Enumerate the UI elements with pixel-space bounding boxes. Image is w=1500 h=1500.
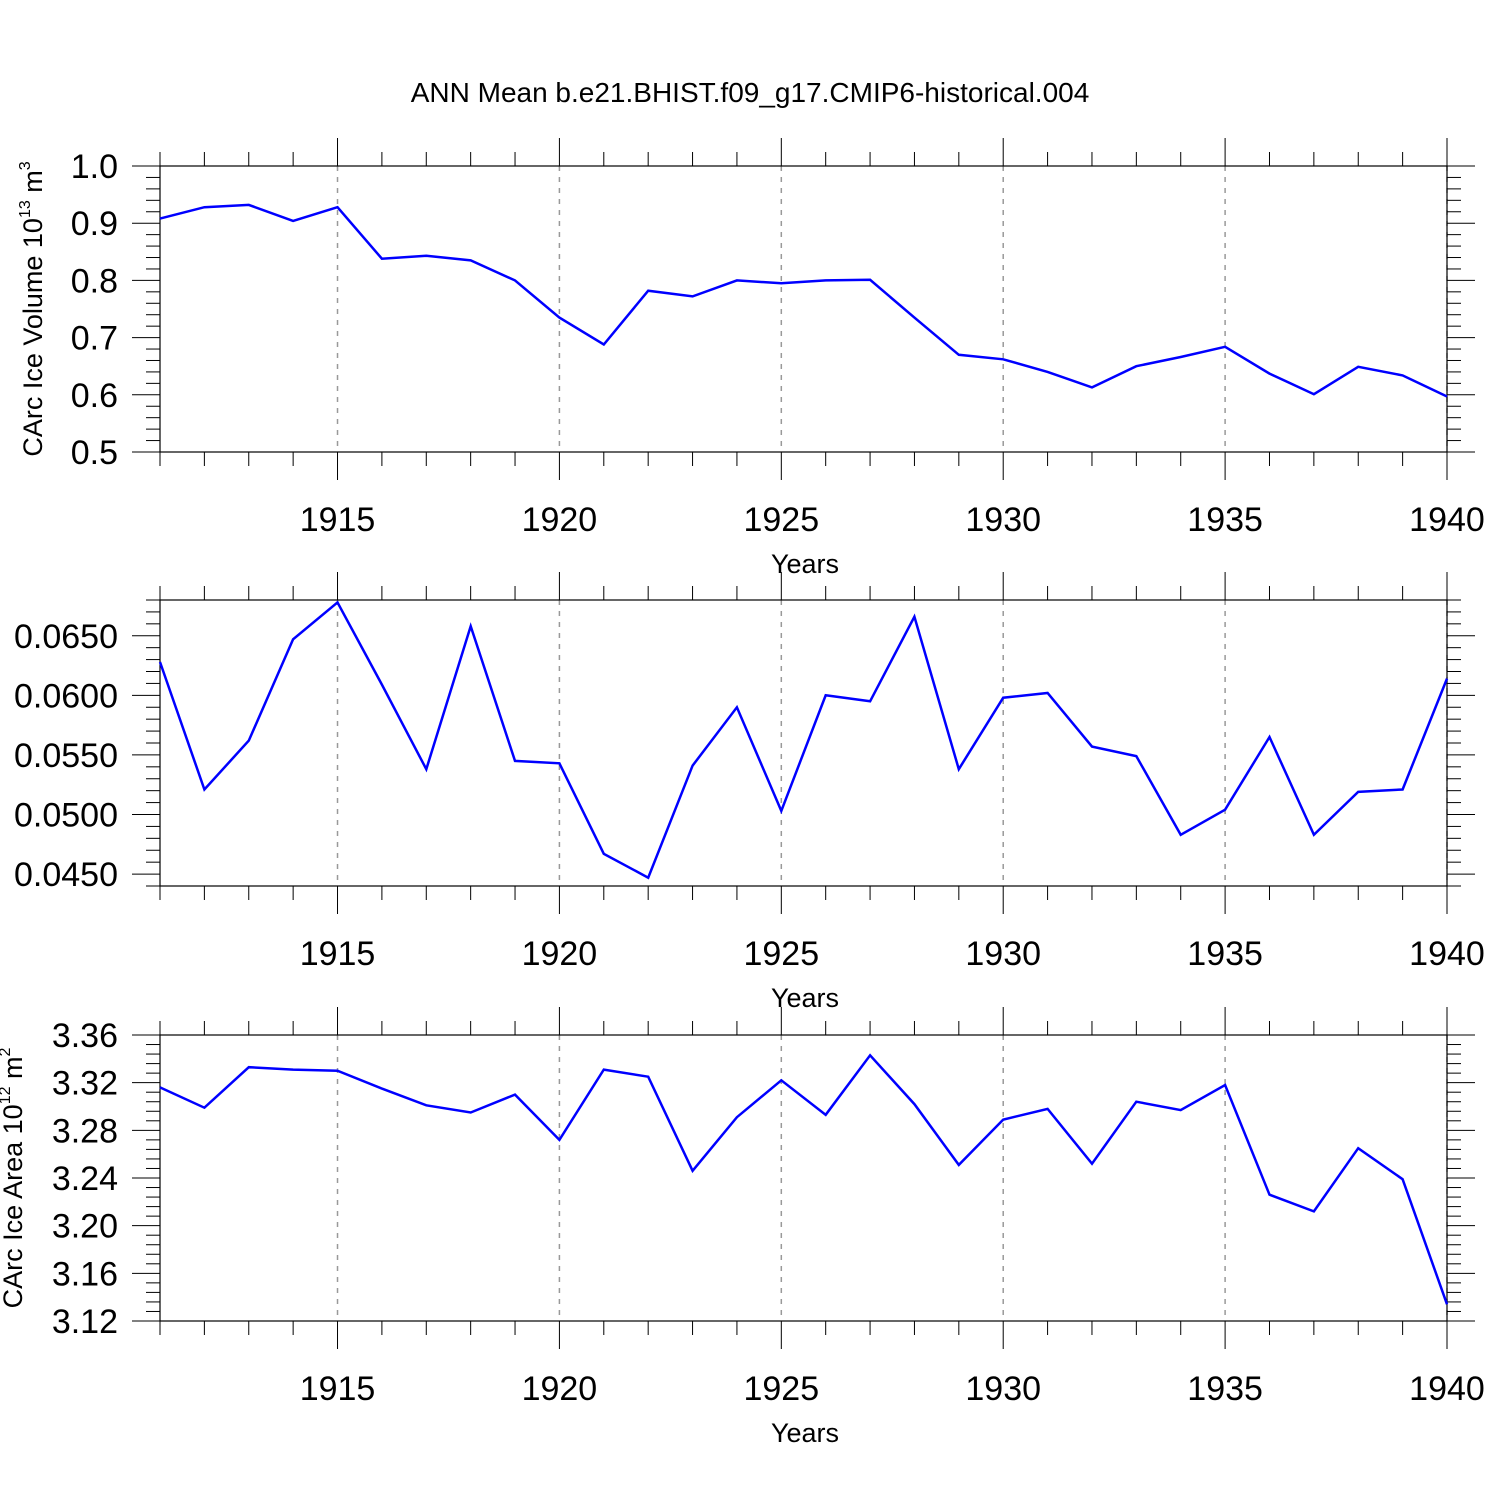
panel-2: 0.0450 0.0500 0.0550 0.0600 0.0650 1915 1920 19… [14, 572, 1485, 1013]
y-tick-label: 3.32 [52, 1065, 118, 1103]
y-tick-label: 0.0600 [14, 677, 118, 715]
y-tick-label: 0.9 [71, 205, 118, 243]
x-tick-label: 1925 [743, 501, 819, 539]
y-tick-label: 3.36 [52, 1017, 118, 1055]
y-axis-label: CArc Ice Volume 1013 m3 [17, 161, 48, 456]
x-tick-label: 1920 [522, 1370, 598, 1408]
data-line [159, 1053, 1449, 1305]
x-tick-label: 1925 [743, 935, 819, 973]
x-tick-label: 1930 [965, 1370, 1041, 1408]
chart-title: ANN Mean b.e21.BHIST.f09_g17.CMIP6-histo… [411, 77, 1090, 108]
y-tick-label: 1.0 [71, 148, 118, 186]
x-tick-label: 1940 [1409, 1370, 1485, 1408]
data-line [159, 203, 1448, 398]
y-tick-label: 0.0450 [14, 856, 118, 894]
y-tick-label: 0.0550 [14, 737, 118, 775]
y-tick-label: 0.8 [71, 262, 118, 300]
plot-frame [159, 599, 1448, 887]
panel-1: 0.5 0.6 0.7 0.8 0.9 1.0 1915 1920 1925 1930 1935 19… [17, 138, 1485, 579]
x-tick-label: 1940 [1409, 501, 1485, 539]
y-tick-label: 0.7 [71, 320, 118, 358]
x-axis-label: Years [771, 549, 839, 579]
y-tick-label: 3.20 [52, 1208, 118, 1246]
y-tick-label: 3.28 [52, 1112, 118, 1150]
y-tick-label: 0.0500 [14, 797, 118, 835]
x-tick-label: 1915 [300, 1370, 376, 1408]
y-tick-label: 3.16 [52, 1255, 118, 1293]
x-tick-label: 1920 [522, 501, 598, 539]
y-tick-label: 0.5 [71, 434, 118, 472]
y-tick-label: 0.0650 [14, 618, 118, 656]
y-tick-label: 0.6 [71, 377, 118, 415]
x-tick-label: 1930 [965, 935, 1041, 973]
y-tick-label: 3.12 [52, 1303, 118, 1341]
x-tick-label: 1915 [300, 501, 376, 539]
x-tick-label: 1925 [743, 1370, 819, 1408]
x-tick-label: 1940 [1409, 935, 1485, 973]
x-tick-label: 1935 [1187, 501, 1263, 539]
x-axis-label: Years [771, 983, 839, 1013]
y-axis-label: CArc Ice Area 1012 m2 [0, 1048, 28, 1309]
x-tick-label: 1915 [300, 935, 376, 973]
x-axis-label: Years [771, 1418, 839, 1448]
y-tick-label: 3.24 [52, 1160, 118, 1198]
x-tick-label: 1935 [1187, 1370, 1263, 1408]
x-tick-label: 1930 [965, 501, 1041, 539]
data-line [158, 600, 1449, 880]
x-tick-label: 1920 [522, 935, 598, 973]
plot-frame [159, 165, 1448, 453]
x-tick-label: 1935 [1187, 935, 1263, 973]
panel-3: 3.12 3.16 3.20 3.24 3.28 3.32 3.36 1915 1920 1925… [0, 1007, 1485, 1448]
